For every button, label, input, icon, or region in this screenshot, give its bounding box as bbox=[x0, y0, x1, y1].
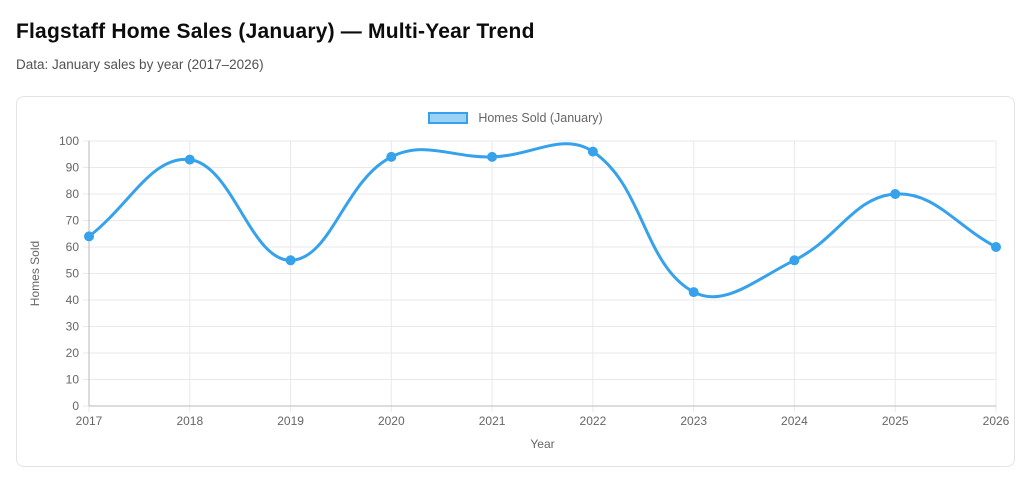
page-subtitle: Data: January sales by year (2017–2026) bbox=[16, 57, 264, 72]
x-tick-label: 2026 bbox=[983, 414, 1010, 428]
x-tick-label: 2022 bbox=[580, 414, 607, 428]
data-point-2026[interactable] bbox=[991, 242, 1001, 252]
x-axis-title: Year bbox=[530, 437, 554, 451]
x-tick-label: 2025 bbox=[882, 414, 909, 428]
data-point-2023[interactable] bbox=[688, 287, 699, 298]
data-point-2025[interactable] bbox=[890, 189, 901, 199]
y-tick-label: 70 bbox=[66, 214, 80, 228]
x-tick-label: 2017 bbox=[76, 414, 103, 428]
x-tick-label: 2021 bbox=[479, 414, 506, 428]
x-tick-label: 2018 bbox=[176, 414, 203, 428]
y-axis-title: Homes Sold bbox=[28, 241, 42, 306]
y-tick-label: 100 bbox=[59, 134, 79, 148]
data-point-2021[interactable] bbox=[487, 151, 498, 162]
line-series bbox=[87, 142, 998, 299]
legend-label: Homes Sold (January) bbox=[478, 111, 603, 125]
y-tick-label: 90 bbox=[66, 161, 80, 175]
x-tick-label: 2019 bbox=[277, 414, 304, 428]
y-tick-label: 80 bbox=[66, 187, 80, 201]
y-tick-label: 40 bbox=[66, 293, 80, 307]
chart-legend[interactable]: Homes Sold (January) bbox=[17, 111, 1014, 125]
y-tick-label: 20 bbox=[66, 346, 80, 360]
data-point-2020[interactable] bbox=[386, 151, 397, 162]
chart-card: Homes Sold (January) 0 10 20 30 40 50 60 70 80 90… bbox=[16, 96, 1015, 467]
x-tick-label: 2020 bbox=[378, 414, 405, 428]
legend-swatch bbox=[428, 112, 469, 124]
y-tick-label: 30 bbox=[66, 320, 80, 334]
data-point-2017[interactable] bbox=[84, 231, 94, 242]
data-point-2024[interactable] bbox=[789, 255, 800, 266]
line-chart-svg[interactable]: 0 10 20 30 40 50 60 70 80 90 100 2017 2018 2019 2020 20… bbox=[17, 134, 1016, 467]
data-point-2019[interactable] bbox=[285, 255, 296, 266]
x-tick-label: 2023 bbox=[680, 414, 707, 428]
y-tick-label: 10 bbox=[66, 373, 80, 387]
x-tick-label: 2024 bbox=[781, 414, 808, 428]
data-point-2022[interactable] bbox=[587, 146, 598, 157]
y-tick-label: 0 bbox=[72, 399, 79, 413]
y-tick-label: 60 bbox=[66, 240, 80, 254]
y-tick-label: 50 bbox=[66, 267, 80, 281]
data-point-2018[interactable] bbox=[184, 154, 195, 165]
page-title: Flagstaff Home Sales (January) — Multi-Y… bbox=[16, 20, 535, 43]
